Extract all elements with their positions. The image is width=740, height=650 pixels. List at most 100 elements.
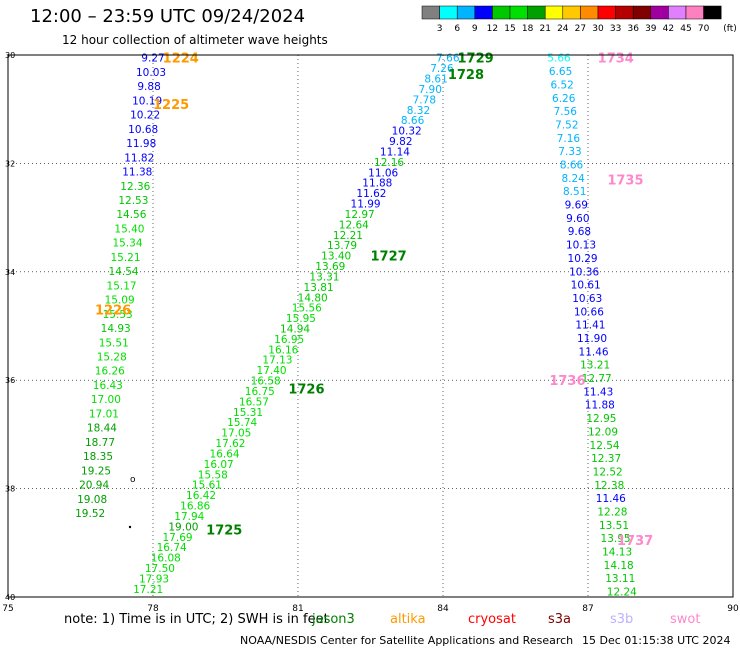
wave-height-value: 8.32: [407, 105, 430, 117]
wave-height-value: 19.52: [75, 508, 105, 520]
wave-height-value: 11.46: [596, 493, 626, 505]
wave-height-value: 12.16: [374, 157, 404, 169]
legend-tick-label: 9: [472, 24, 478, 34]
wave-height-value: 14.56: [116, 209, 146, 221]
wave-height-value: 14.18: [604, 560, 634, 572]
wave-height-value: 13.81: [304, 282, 334, 294]
legend-swatch: [456, 5, 476, 20]
wave-height-value: 9.68: [568, 226, 591, 238]
wave-height-value: 8.66: [560, 159, 584, 171]
wave-height-value: 17.62: [215, 438, 245, 450]
wave-height-value: 16.75: [245, 386, 275, 398]
wave-height-value: 15.31: [233, 407, 263, 419]
wave-height-value: 5.66: [547, 53, 571, 65]
wave-height-value: 17.01: [89, 408, 119, 420]
wave-height-value: 16.42: [186, 490, 216, 502]
wave-height-value: 19.25: [81, 465, 111, 477]
legend-swatch: [650, 5, 669, 20]
wave-height-value: 11.82: [124, 152, 154, 164]
wave-height-value: 11.43: [583, 386, 613, 398]
wave-height-value: 9.82: [389, 136, 412, 148]
pass-time-label: 1735: [607, 174, 643, 189]
wave-height-value: 12.64: [339, 219, 369, 231]
wave-height-value: 18.44: [87, 423, 117, 435]
wave-height-value: 19.08: [77, 494, 107, 506]
wave-height-value: 17.40: [257, 365, 287, 377]
wave-height-value: 17.93: [139, 573, 169, 585]
wave-height-value: 15.40: [114, 223, 144, 235]
wave-height-value: 7.78: [413, 94, 436, 106]
wave-height-value: 10.03: [136, 67, 166, 79]
stray-dot: [128, 525, 132, 529]
wave-height-value: 11.88: [585, 400, 615, 412]
wave-height-value: 16.43: [93, 380, 123, 392]
legend-swatch: [544, 5, 564, 20]
legend-tick-label: 42: [663, 24, 674, 34]
longitude-tick-label: 78: [147, 604, 159, 614]
wave-height-value: 17.13: [262, 355, 292, 367]
wave-height-value: 12.24: [607, 587, 637, 599]
wave-height-value: 15.95: [286, 313, 316, 325]
wave-height-value: 11.88: [362, 178, 392, 190]
wave-height-value: 15.21: [110, 252, 140, 264]
wave-height-value: 14.93: [101, 323, 131, 335]
wave-height-value: 8.61: [424, 74, 447, 86]
wave-height-value: 8.66: [401, 115, 425, 127]
pass-time-label: 1729: [458, 52, 494, 67]
wave-height-value: 17.69: [163, 532, 193, 544]
wave-height-value: 6.65: [549, 66, 572, 78]
wave-height-value: 6.52: [550, 79, 573, 91]
wave-height-value: 15.09: [105, 295, 135, 307]
wave-height-value: 9.60: [566, 213, 589, 225]
wave-height-value: 16.07: [204, 459, 234, 471]
wave-height-value: 15.28: [97, 351, 127, 363]
legend-swatch: [492, 5, 511, 20]
legend-tick-label: 27: [575, 24, 586, 34]
latitude-tick-label: 36: [5, 376, 15, 385]
wave-height-value: 20.94: [79, 480, 109, 492]
wave-height-value: 15.51: [99, 337, 129, 349]
pass-time-label: 1726: [288, 382, 324, 397]
satellite-jason3: jason3: [312, 612, 355, 627]
wave-height-value: 17.21: [133, 584, 163, 596]
wave-height-value: 11.41: [575, 320, 605, 332]
wave-height-value: 7.56: [554, 106, 578, 118]
wave-height-value: 12.09: [588, 426, 618, 438]
satellite-s3b: s3b: [610, 612, 634, 627]
wave-height-value: 12.53: [118, 195, 148, 207]
wave-height-value: 14.80: [298, 292, 328, 304]
wave-height-value: 13.51: [599, 520, 629, 532]
legend-tick-label: 39: [645, 24, 657, 34]
legend-swatch: [580, 5, 599, 20]
wave-height-value: 8.51: [563, 186, 586, 198]
longitude-tick-label: 84: [437, 604, 449, 614]
wave-height-value: 17.00: [91, 394, 121, 406]
satellite-altika: altika: [390, 612, 426, 627]
wave-height-value: 15.58: [198, 469, 228, 481]
legend-swatch: [668, 5, 687, 20]
longitude-tick-label: 90: [727, 604, 739, 614]
wave-height-value: 12.21: [333, 230, 363, 242]
wave-height-value: 13.40: [321, 251, 351, 263]
wave-height-value: 17.50: [145, 563, 175, 575]
wave-height-value: 8.24: [561, 173, 585, 185]
legend-tick-label: 12: [487, 24, 498, 34]
wave-height-value: 12.54: [590, 440, 620, 452]
wave-height-value: 10.68: [128, 124, 158, 136]
wave-height-value: 11.62: [356, 188, 386, 200]
pass-time-label: 1734: [598, 52, 634, 67]
wave-height-value: 15.61: [192, 480, 222, 492]
wave-height-value: 10.36: [569, 266, 599, 278]
legend-swatch: [474, 5, 493, 20]
satellite-swot: swot: [670, 612, 701, 627]
wave-height-value: 10.22: [130, 110, 160, 122]
color-legend: 3 6 9 12 15 18 21 24 27 30 33 36 39 42 45 70 (ft): [421, 5, 737, 34]
wave-height-value: 12.36: [120, 181, 150, 193]
legend-swatch: [685, 5, 704, 20]
legend-swatch: [597, 5, 616, 20]
legend-swatch: [421, 5, 440, 20]
pass-time-label: 1225: [153, 98, 189, 113]
legend-swatch: [703, 5, 722, 20]
wave-height-value: 13.79: [327, 240, 357, 252]
wave-height-value: 11.06: [368, 167, 398, 179]
